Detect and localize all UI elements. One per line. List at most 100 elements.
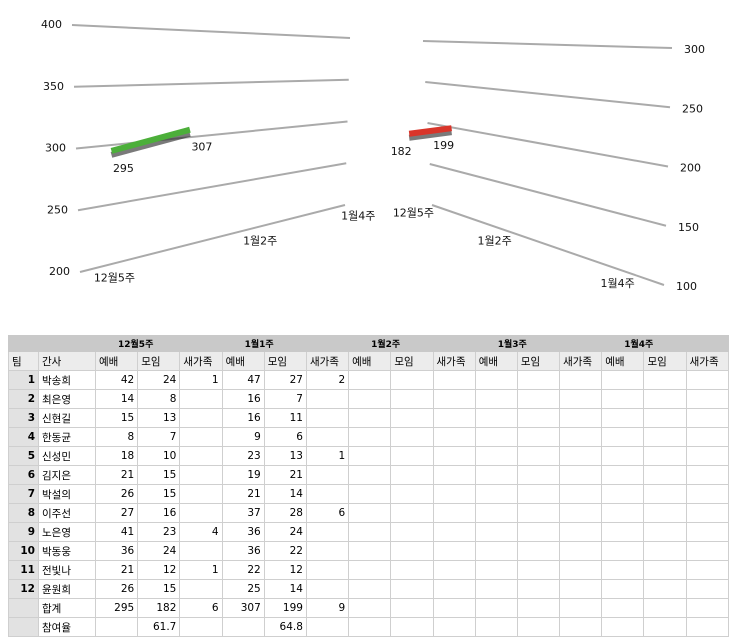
cell xyxy=(179,465,223,485)
cell: 36 xyxy=(221,541,265,561)
cell: 최은영 xyxy=(38,389,96,409)
cell: 11 xyxy=(263,408,307,428)
line-shadow xyxy=(408,129,452,141)
row: 10 박동웅 36 24 36 22 xyxy=(8,541,729,561)
row: 11 전빛나 21 12 1 22 12 xyxy=(8,560,729,580)
data-line xyxy=(110,126,191,154)
cell xyxy=(516,446,561,466)
cell xyxy=(305,579,350,599)
cell xyxy=(601,579,645,599)
cell xyxy=(685,541,729,561)
cell xyxy=(516,484,561,504)
cell xyxy=(601,560,645,580)
cell: 8 xyxy=(137,389,181,409)
row: 참여율 61.7 64.8 xyxy=(8,617,729,637)
cell xyxy=(516,617,561,637)
cell xyxy=(305,484,350,504)
cell: 예배 xyxy=(221,351,265,371)
cell xyxy=(390,617,434,637)
cell xyxy=(179,446,223,466)
cell xyxy=(179,541,223,561)
cell: 9 xyxy=(305,598,350,618)
cell: 26 xyxy=(94,579,139,599)
cell xyxy=(179,427,223,447)
cell xyxy=(643,579,687,599)
cell: 예배 xyxy=(348,351,392,371)
cell xyxy=(390,560,434,580)
cell: 19 xyxy=(221,465,265,485)
cell xyxy=(559,427,603,447)
row: 12월5주 1월1주 1월2주 1월3주 1월4주 xyxy=(8,335,729,352)
cell: 64.8 xyxy=(263,617,307,637)
cell xyxy=(516,408,561,428)
cell: 한동균 xyxy=(38,427,96,447)
sheet: 12월5주 1월1주 1월2주 1월3주 1월4주 팀 간사 예배 모임 새가족 예배 모임 새가족 예배… xyxy=(8,335,729,637)
row: 4 한동균 8 7 9 6 xyxy=(8,427,729,447)
cell: 14 xyxy=(94,389,139,409)
x-tick-label: 1월4주 xyxy=(600,277,634,290)
cell xyxy=(474,617,518,637)
row: 2 최은영 14 8 16 7 xyxy=(8,389,729,409)
cell xyxy=(474,465,518,485)
cell xyxy=(685,389,729,409)
cell: 24 xyxy=(137,541,181,561)
cell xyxy=(685,522,729,542)
cell xyxy=(685,617,729,637)
cell xyxy=(685,408,729,428)
cell: 12월5주 xyxy=(95,335,223,352)
cell xyxy=(390,465,434,485)
x-tick-label: 12월5주 xyxy=(393,207,434,220)
cell: 1월1주 xyxy=(221,335,350,352)
cell xyxy=(685,579,729,599)
charts: 200 250 300 350 400 12월5주 1월2주 1월4주 295 307 100 150… xyxy=(41,18,705,293)
cell xyxy=(516,541,561,561)
cell: 1월2주 xyxy=(348,335,476,352)
cell: 16 xyxy=(137,503,181,523)
cell xyxy=(559,541,603,561)
cell xyxy=(432,370,476,390)
cell: 182 xyxy=(137,598,181,618)
cell: 22 xyxy=(221,560,265,580)
cell xyxy=(474,598,518,618)
x-tick-label: 1월2주 xyxy=(243,234,277,247)
cell: 합계 xyxy=(38,598,96,618)
cell: 팀 xyxy=(8,351,39,371)
row: 팀 간사 예배 모임 새가족 예배 모임 새가족 예배 모임 새가족 예배 모임 새가족 예배 모임 새가족 xyxy=(8,351,729,371)
cell xyxy=(432,541,476,561)
cell: 4 xyxy=(8,427,39,447)
cell xyxy=(179,484,223,504)
cell xyxy=(305,427,350,447)
cell: 14 xyxy=(263,484,307,504)
cell xyxy=(305,617,350,637)
cell xyxy=(348,465,392,485)
row: 3 신현길 15 13 16 11 xyxy=(8,408,729,428)
row: 1 박송희 42 24 1 47 27 2 xyxy=(8,370,729,390)
cell: 22 xyxy=(263,541,307,561)
cell xyxy=(516,389,561,409)
cell xyxy=(348,427,392,447)
cell xyxy=(601,484,645,504)
cell: 6 xyxy=(179,598,223,618)
cell xyxy=(643,465,687,485)
cell: 전빛나 xyxy=(38,560,96,580)
cell xyxy=(179,389,223,409)
y-tick-label: 300 xyxy=(45,142,66,155)
cell xyxy=(516,465,561,485)
data-label: 199 xyxy=(433,139,454,152)
y-tick-label: 350 xyxy=(43,80,64,93)
cell xyxy=(474,446,518,466)
data-line xyxy=(408,125,452,137)
cell xyxy=(390,446,434,466)
cell xyxy=(601,522,645,542)
cell xyxy=(559,484,603,504)
cell: 47 xyxy=(221,370,265,390)
cell xyxy=(432,503,476,523)
y-tick-label: 250 xyxy=(47,203,68,216)
cell xyxy=(474,408,518,428)
cell: 26 xyxy=(94,484,139,504)
cell xyxy=(305,389,350,409)
grid-line xyxy=(75,120,348,150)
cell xyxy=(559,408,603,428)
cell: 신현길 xyxy=(38,408,96,428)
cell xyxy=(643,484,687,504)
